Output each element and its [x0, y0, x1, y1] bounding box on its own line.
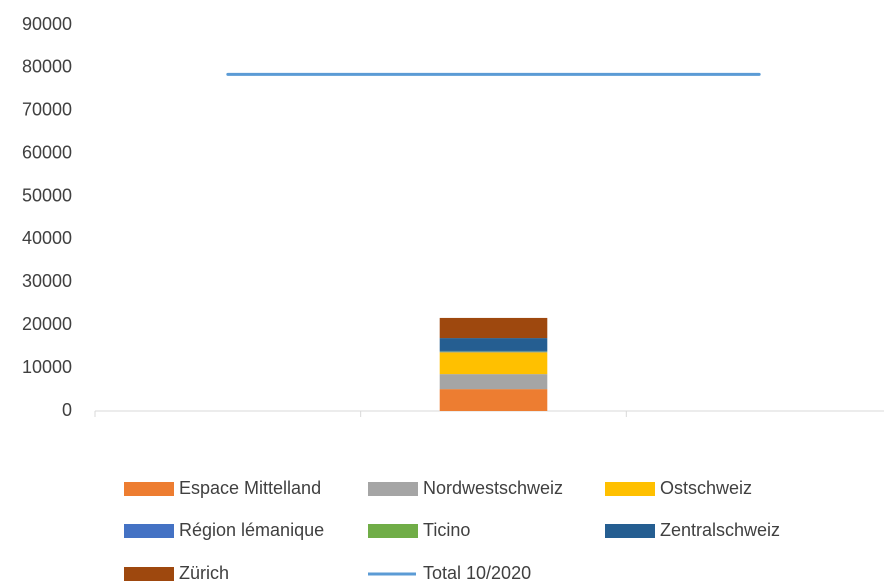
y-tick-label: 60000 — [22, 142, 72, 162]
legend-label: Zürich — [179, 563, 229, 583]
legend-swatch — [605, 524, 655, 538]
legend-label: Nordwestschweiz — [423, 478, 563, 498]
legend-label: Zentralschweiz — [660, 520, 780, 540]
legend-label: Total 10/2020 — [423, 563, 531, 583]
legend-swatch — [124, 482, 174, 496]
legend-swatch — [124, 524, 174, 538]
legend-swatch — [124, 567, 174, 581]
y-tick-label: 50000 — [22, 185, 72, 205]
legend-label: Région lémanique — [179, 520, 324, 540]
legend-swatch — [368, 482, 418, 496]
legend-swatch — [605, 482, 655, 496]
y-tick-label: 40000 — [22, 228, 72, 248]
y-tick-label: 0 — [62, 400, 72, 420]
y-tick-label: 90000 — [22, 14, 72, 34]
legend-label: Espace Mittelland — [179, 478, 321, 498]
y-tick-label: 80000 — [22, 57, 72, 77]
y-tick-label: 30000 — [22, 271, 72, 291]
bar-segment — [439, 317, 548, 339]
legend-label: Ostschweiz — [660, 478, 752, 498]
legend-swatch — [368, 524, 418, 538]
y-tick-label: 70000 — [22, 100, 72, 120]
bar-segment — [439, 351, 548, 353]
bar-segment — [439, 338, 548, 351]
y-tick-label: 20000 — [22, 314, 72, 334]
bar-segment — [439, 374, 548, 390]
legend-label: Ticino — [423, 520, 470, 540]
y-tick-label: 10000 — [22, 357, 72, 377]
bar-segment — [439, 389, 548, 411]
bar-segment — [439, 352, 548, 375]
